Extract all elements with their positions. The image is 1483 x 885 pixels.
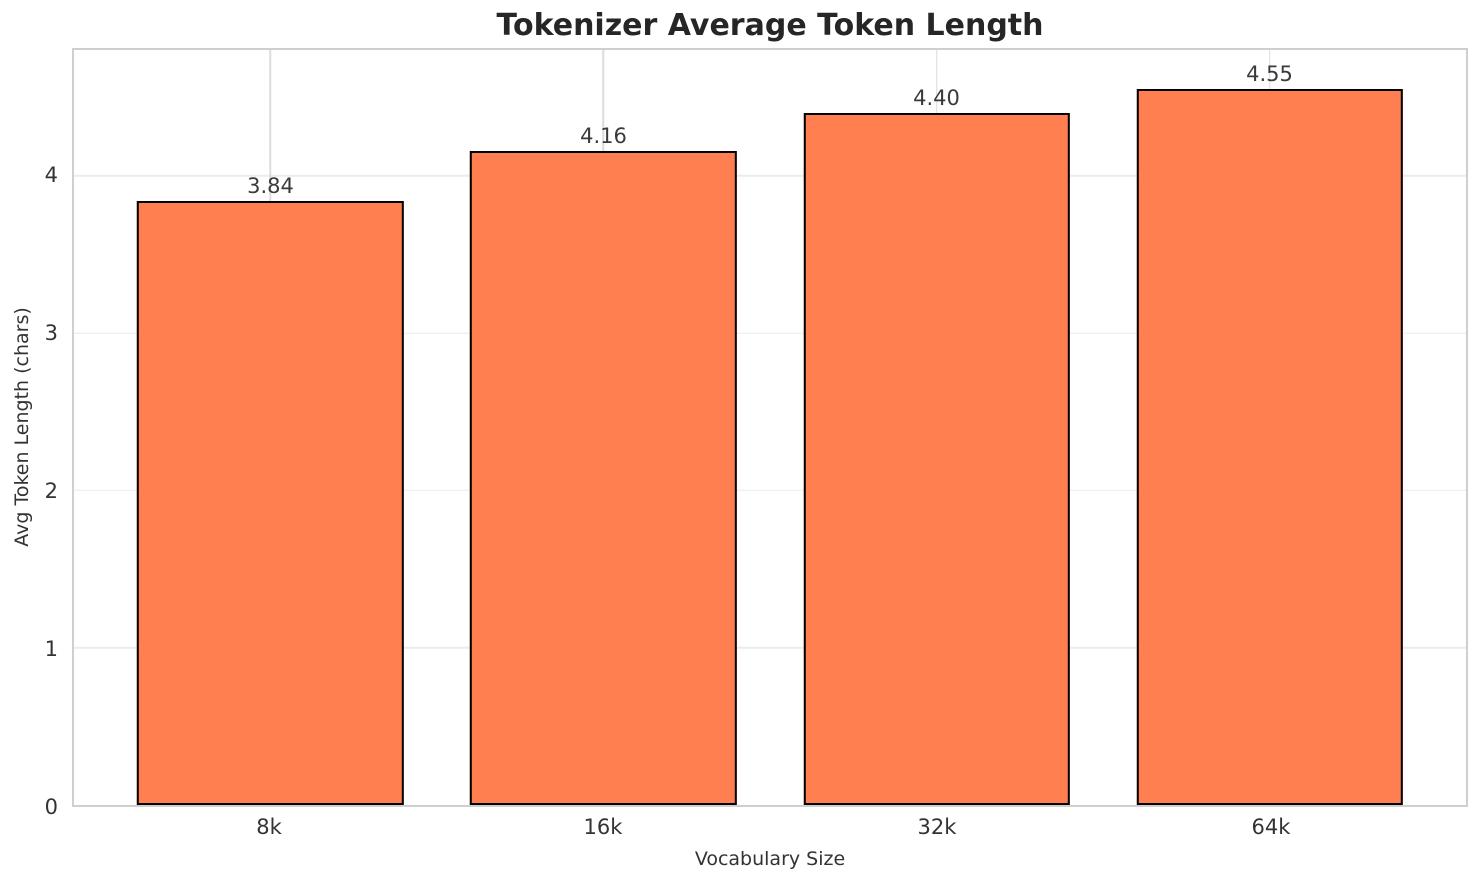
bar-value-label: 4.55 [1246, 62, 1293, 87]
bar [137, 201, 404, 805]
x-axis-label: Vocabulary Size [694, 848, 846, 870]
x-tick-labels: 8k 16k 32k 64k [72, 815, 1468, 843]
x-tick-label: 64k [1251, 815, 1291, 839]
bar-group: 4.55 [1136, 50, 1403, 805]
y-tick-label: 2 [44, 478, 58, 503]
plot-area: 3.84 4.16 4.40 4.55 [72, 48, 1468, 807]
horizontal-gridline [74, 332, 1466, 334]
horizontal-gridline [74, 489, 1466, 492]
bar [1136, 89, 1403, 805]
bar-group: 4.16 [470, 50, 737, 805]
y-tick-label: 4 [44, 162, 58, 187]
chart-title: Tokenizer Average Token Length [496, 8, 1044, 43]
bar [470, 150, 737, 805]
y-tick-labels: 0 1 2 3 4 [0, 48, 58, 820]
x-tick-label: 16k [583, 815, 623, 839]
horizontal-gridline [74, 175, 1466, 177]
bar-value-label: 3.84 [247, 174, 294, 198]
bar-group: 3.84 [137, 50, 404, 805]
y-tick-label: 1 [44, 636, 58, 661]
bar [803, 112, 1070, 805]
y-tick-label: 0 [44, 795, 58, 819]
x-tick-label: 8k [256, 815, 282, 839]
x-tick-label: 32k [917, 815, 957, 839]
bar-value-label: 4.16 [580, 123, 627, 148]
y-tick-label: 3 [44, 320, 58, 345]
bar-value-label: 4.40 [913, 85, 960, 110]
bar-group: 4.40 [803, 50, 1070, 805]
horizontal-gridline [74, 646, 1466, 649]
